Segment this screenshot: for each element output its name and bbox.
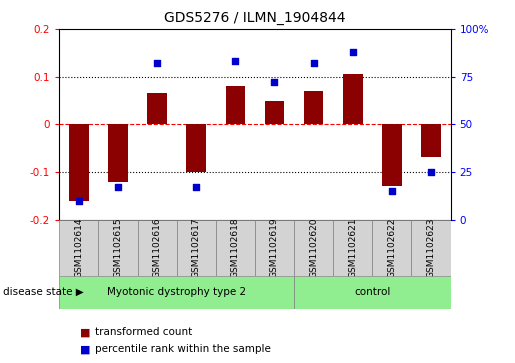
FancyBboxPatch shape — [372, 220, 411, 276]
Bar — [304, 91, 323, 124]
Bar — [186, 124, 206, 172]
Text: GSM1102618: GSM1102618 — [231, 217, 240, 278]
Bar — [226, 86, 245, 124]
Point — [75, 197, 83, 203]
Text: control: control — [354, 287, 390, 297]
Bar — [108, 124, 128, 182]
Point — [192, 184, 200, 190]
Text: GSM1102616: GSM1102616 — [152, 217, 162, 278]
Point — [114, 184, 122, 190]
Text: transformed count: transformed count — [95, 327, 193, 337]
Point — [388, 188, 396, 194]
FancyBboxPatch shape — [216, 220, 255, 276]
Point — [427, 169, 435, 175]
Text: ■: ■ — [80, 327, 90, 337]
Bar — [69, 124, 89, 200]
FancyBboxPatch shape — [59, 276, 294, 309]
FancyBboxPatch shape — [177, 220, 216, 276]
Point — [310, 60, 318, 66]
FancyBboxPatch shape — [294, 276, 451, 309]
Text: GSM1102623: GSM1102623 — [426, 217, 436, 278]
FancyBboxPatch shape — [98, 220, 138, 276]
FancyBboxPatch shape — [294, 220, 333, 276]
Text: percentile rank within the sample: percentile rank within the sample — [95, 344, 271, 354]
Point — [349, 49, 357, 55]
Point — [270, 79, 279, 85]
FancyBboxPatch shape — [255, 220, 294, 276]
Bar — [421, 124, 441, 157]
Text: disease state ▶: disease state ▶ — [3, 287, 83, 297]
FancyBboxPatch shape — [59, 220, 98, 276]
Text: ■: ■ — [80, 344, 90, 354]
Bar — [382, 124, 402, 186]
Text: GSM1102620: GSM1102620 — [309, 217, 318, 278]
Text: GSM1102617: GSM1102617 — [192, 217, 201, 278]
Bar — [147, 93, 167, 124]
Point — [153, 60, 161, 66]
FancyBboxPatch shape — [138, 220, 177, 276]
Bar — [343, 74, 363, 124]
Title: GDS5276 / ILMN_1904844: GDS5276 / ILMN_1904844 — [164, 11, 346, 25]
FancyBboxPatch shape — [333, 220, 372, 276]
Text: GSM1102619: GSM1102619 — [270, 217, 279, 278]
Bar — [265, 101, 284, 124]
Text: GSM1102614: GSM1102614 — [74, 217, 83, 278]
FancyBboxPatch shape — [411, 220, 451, 276]
Text: GSM1102622: GSM1102622 — [387, 217, 397, 278]
Text: Myotonic dystrophy type 2: Myotonic dystrophy type 2 — [107, 287, 246, 297]
Text: GSM1102615: GSM1102615 — [113, 217, 123, 278]
Text: GSM1102621: GSM1102621 — [348, 217, 357, 278]
Point — [231, 58, 239, 64]
